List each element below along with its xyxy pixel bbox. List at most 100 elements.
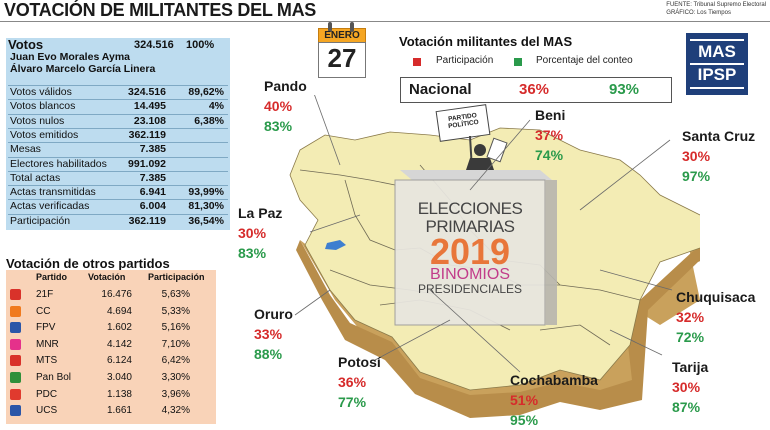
party-participation: 4,32% bbox=[161, 405, 190, 417]
legend-count-label: Porcentaje del conteo bbox=[536, 55, 633, 66]
votes-row-label: Votos emitidos bbox=[10, 128, 79, 141]
party-participation: 7,10% bbox=[161, 338, 190, 350]
votes-total: 324.516 bbox=[134, 39, 174, 51]
other-parties-panel bbox=[6, 270, 216, 424]
party-participation: 3,30% bbox=[161, 372, 190, 383]
party-row: UCS 1.661 4,32% bbox=[6, 403, 216, 419]
votes-row-pct: 36,54% bbox=[188, 214, 224, 227]
votes-row-pct: 6,38% bbox=[194, 114, 224, 127]
votes-row-pct: 89,62% bbox=[188, 86, 224, 98]
col-party-header: Partido bbox=[36, 272, 68, 282]
col-votes-header: Votación bbox=[88, 272, 126, 282]
ballot-line-primarias: PRIMARIAS bbox=[425, 217, 515, 236]
national-participation: 36% bbox=[519, 81, 550, 98]
party-row: 21F 16.476 5,63% bbox=[6, 287, 216, 303]
ballot-box-top bbox=[400, 170, 552, 180]
votes-row: Actas transmitidas 6.941 93,99% bbox=[8, 185, 228, 199]
lake-titicaca bbox=[325, 240, 346, 250]
party-votes: 1.602 bbox=[106, 322, 132, 334]
votes-row-label: Total actas bbox=[10, 171, 61, 184]
votes-row: Votos nulos 23.108 6,38% bbox=[8, 113, 228, 128]
votes-row-value: 324.516 bbox=[128, 86, 166, 98]
other-parties-title: Votación de otros partidos bbox=[6, 256, 170, 271]
votes-row-label: Participación bbox=[10, 214, 71, 227]
votes-row: Votos blancos 14.495 4% bbox=[8, 99, 228, 113]
party-name: UCS bbox=[36, 405, 58, 417]
votes-row: Votos válidos 324.516 89,62% bbox=[8, 85, 228, 99]
votes-row-label: Votos nulos bbox=[10, 114, 65, 127]
votes-total-pct: 100% bbox=[186, 39, 215, 51]
party-row: PDC 1.138 3,96% bbox=[6, 387, 216, 403]
dept-beni: Beni 37% 74% bbox=[535, 105, 565, 165]
national-box: Nacional 36% 93% bbox=[400, 77, 672, 103]
party-votes: 3.040 bbox=[106, 372, 132, 383]
votes-row: Total actas 7.385 bbox=[8, 170, 228, 185]
dept-name: Cochabamba bbox=[510, 372, 598, 388]
party-name: MTS bbox=[36, 355, 58, 367]
votes-label: Votos bbox=[8, 37, 44, 52]
dept-oruro: Oruro 33% 88% bbox=[254, 304, 293, 364]
party-participation: 5,33% bbox=[161, 305, 190, 317]
votes-row-value: 362.119 bbox=[128, 214, 166, 227]
leader-lapaz bbox=[309, 214, 361, 233]
dept-pando: Pando 40% 83% bbox=[264, 76, 307, 136]
ballot-sign bbox=[435, 104, 491, 142]
party-votes: 16.476 bbox=[101, 289, 132, 300]
party-row: MNR 4.142 7,10% bbox=[6, 337, 216, 353]
border-pando bbox=[299, 169, 396, 186]
source-credit: FUENTE: Tribunal Supremo Electoral GRÁFI… bbox=[666, 1, 766, 17]
party-logo-icon bbox=[10, 338, 21, 350]
leader-potosi bbox=[374, 319, 451, 361]
votes-row-label: Actas transmitidas bbox=[10, 186, 96, 199]
dept-name: Chuquisaca bbox=[676, 289, 756, 305]
dept-name: Potosí bbox=[338, 354, 381, 370]
calendar-day: 27 bbox=[327, 43, 357, 73]
mas-ipsp-logo: MAS IPSP bbox=[686, 33, 748, 95]
dept-participation: 37% bbox=[535, 127, 564, 143]
party-participation: 3,96% bbox=[161, 388, 190, 400]
dept-participation: 40% bbox=[264, 98, 293, 114]
party-logo-icon bbox=[10, 388, 21, 400]
votes-panel bbox=[6, 38, 230, 230]
national-count: 93% bbox=[609, 81, 640, 98]
dept-name: Oruro bbox=[254, 306, 293, 322]
voter-body bbox=[466, 158, 494, 170]
dept-count: 72% bbox=[676, 329, 705, 345]
votes-row-pct: 4% bbox=[208, 100, 224, 113]
leader-pando bbox=[314, 95, 341, 166]
dept-la-paz: La Paz 30% 83% bbox=[238, 203, 282, 263]
party-name: CC bbox=[36, 305, 51, 317]
candidates: Juan Evo Morales Ayma Álvaro Marcelo Gar… bbox=[10, 51, 155, 75]
party-name: PDC bbox=[36, 388, 58, 400]
logo-line1: MAS bbox=[698, 42, 736, 61]
party-row: Pan Bol 3.040 3,30% bbox=[6, 370, 216, 386]
graphic-credit-line: GRÁFICO: Los Tiempos bbox=[666, 10, 731, 16]
votes-row-value: 991.092 bbox=[128, 157, 166, 170]
party-votes: 6.124 bbox=[106, 355, 132, 367]
party-logo-icon bbox=[10, 322, 21, 334]
party-name: FPV bbox=[36, 322, 56, 334]
leader-tarija bbox=[609, 329, 663, 356]
dept-count: 74% bbox=[535, 147, 564, 163]
dept-count: 97% bbox=[682, 168, 711, 184]
votes-row-label: Mesas bbox=[10, 143, 41, 156]
party-participation: 5,16% bbox=[161, 322, 190, 334]
votes-row-value: 6.941 bbox=[139, 186, 166, 199]
calendar-month: ENERO bbox=[324, 30, 360, 41]
votes-row-value: 6.004 bbox=[139, 200, 166, 213]
ballot-box-body bbox=[394, 179, 546, 326]
votes-row: Participación 362.119 36,54% bbox=[8, 213, 228, 228]
votes-row: Electores habilitados 991.092 bbox=[8, 156, 228, 171]
col-participation-header: Participación bbox=[148, 272, 205, 282]
party-logo-icon bbox=[10, 289, 21, 300]
candidate-president: Juan Evo Morales Ayma bbox=[10, 51, 131, 63]
map-side bbox=[296, 240, 700, 418]
ballot-paper bbox=[486, 137, 508, 163]
dept-name: Santa Cruz bbox=[682, 128, 756, 144]
ballot-line-binomios: BINOMIOS bbox=[429, 266, 510, 283]
votes-row-label: Actas verificadas bbox=[10, 200, 90, 213]
dept-participation: 33% bbox=[254, 326, 283, 342]
ballot-box-side bbox=[545, 180, 557, 325]
leader-cochabamba bbox=[429, 289, 521, 373]
national-label: Nacional bbox=[409, 81, 472, 98]
